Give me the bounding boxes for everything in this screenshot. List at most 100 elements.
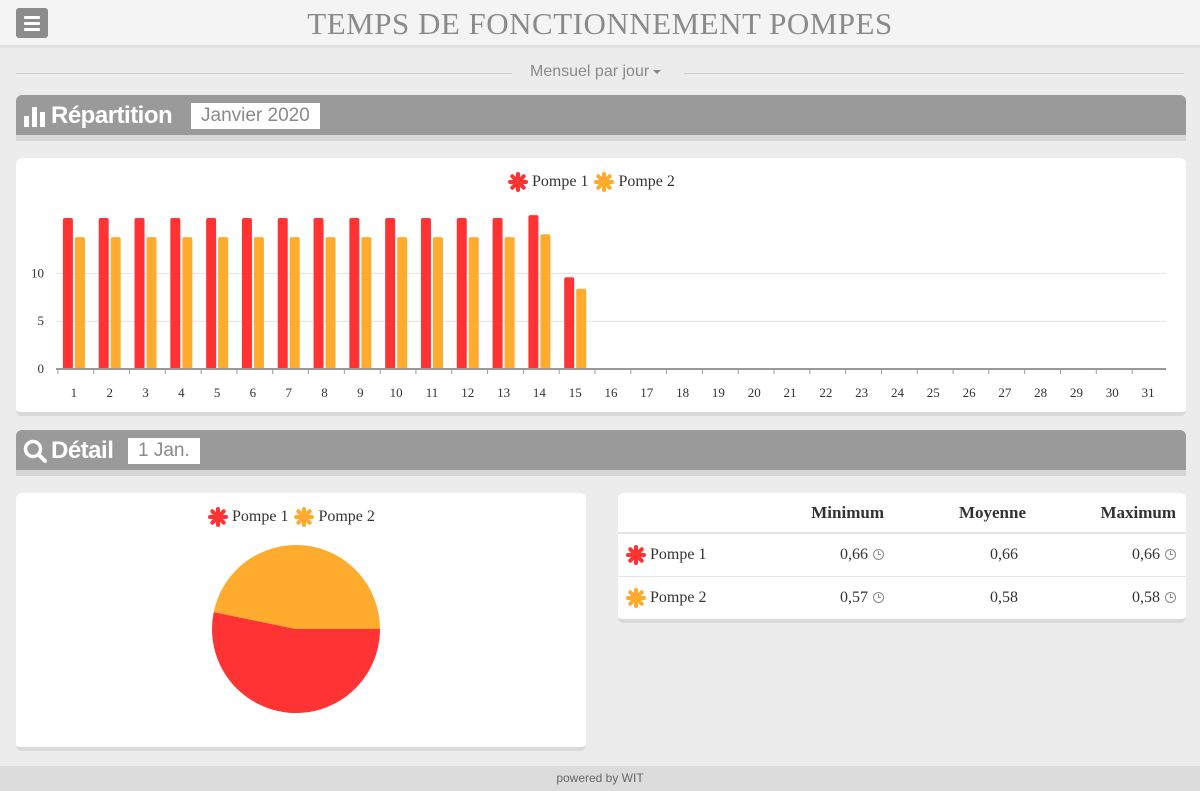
detail-header: Détail 1 Jan.	[16, 430, 1186, 476]
asterisk-icon	[626, 587, 646, 608]
day-badge: 1 Jan.	[128, 438, 200, 464]
bar[interactable]	[218, 237, 229, 369]
x-tick-label: 30	[1106, 385, 1119, 400]
bar[interactable]	[253, 237, 264, 369]
bar[interactable]	[385, 218, 396, 369]
x-tick-label: 5	[214, 385, 221, 400]
x-tick-label: 27	[998, 385, 1012, 400]
section-title: Répartition	[51, 102, 173, 129]
bar[interactable]	[420, 218, 431, 369]
bar-chart-icon	[24, 107, 45, 127]
period-row: Mensuel par jour	[16, 62, 1184, 84]
bar[interactable]	[528, 215, 539, 369]
bar[interactable]	[456, 218, 467, 369]
cell-minimum: 0,57	[758, 576, 898, 619]
bar[interactable]	[170, 218, 181, 369]
asterisk-icon	[208, 507, 228, 527]
x-tick-label: 26	[963, 385, 977, 400]
bar[interactable]	[349, 218, 360, 369]
legend-item-pompe-2[interactable]: Pompe 2	[294, 507, 375, 527]
month-badge: Janvier 2020	[191, 103, 320, 129]
bar[interactable]	[182, 237, 193, 369]
bar[interactable]	[146, 237, 157, 369]
bar[interactable]	[277, 218, 288, 369]
x-tick-label: 17	[640, 385, 654, 400]
cell-maximum: 0,58	[1040, 576, 1186, 619]
x-tick-label: 21	[784, 385, 797, 400]
value: 0,66	[990, 545, 1018, 563]
clock-icon[interactable]	[1165, 591, 1176, 603]
bar[interactable]	[313, 218, 324, 369]
table-row: Pompe 2 0,57 0,58 0,58	[618, 576, 1186, 619]
x-tick-label: 10	[390, 385, 403, 400]
x-tick-label: 14	[533, 385, 547, 400]
period-dropdown[interactable]: Mensuel par jour	[530, 63, 662, 81]
row-label: Pompe 1	[650, 545, 707, 563]
pie-chart	[211, 544, 380, 713]
legend-item-pompe-2[interactable]: Pompe 2	[594, 172, 675, 192]
value: 0,66	[840, 545, 868, 563]
row-name: Pompe 1	[618, 533, 758, 577]
x-tick-label: 31	[1142, 385, 1155, 400]
hamburger-icon[interactable]	[16, 8, 48, 38]
pie-chart-legend: Pompe 1 Pompe 2	[208, 507, 381, 527]
x-tick-label: 7	[285, 385, 292, 400]
x-tick-label: 4	[178, 385, 185, 400]
clock-icon[interactable]	[1165, 548, 1176, 560]
legend-label: Pompe 2	[318, 508, 375, 525]
bar[interactable]	[289, 237, 300, 369]
column-header-moyenne: Moyenne	[898, 493, 1040, 534]
bar[interactable]	[241, 218, 252, 369]
pie-slice[interactable]	[211, 612, 380, 713]
period-label: Mensuel par jour	[530, 63, 650, 80]
bar[interactable]	[432, 237, 443, 369]
bar[interactable]	[110, 237, 121, 369]
divider	[16, 73, 512, 74]
bar[interactable]	[74, 237, 85, 369]
x-tick-label: 19	[712, 385, 725, 400]
bar[interactable]	[492, 218, 503, 369]
x-tick-label: 3	[142, 385, 149, 400]
x-tick-label: 12	[461, 385, 474, 400]
x-tick-label: 24	[891, 385, 905, 400]
x-tick-label: 23	[855, 385, 868, 400]
bar[interactable]	[325, 237, 336, 369]
caret-down-icon	[653, 69, 662, 74]
legend-item-pompe-1[interactable]: Pompe 1	[208, 507, 288, 527]
bar[interactable]	[564, 277, 575, 369]
table-row: Pompe 1 0,66 0,66 0,66	[618, 533, 1186, 577]
x-tick-label: 11	[426, 385, 439, 400]
stats-table-card: Minimum Moyenne Maximum Pompe 1 0,66 0,6…	[618, 493, 1186, 623]
pie-slice[interactable]	[213, 544, 380, 629]
bar[interactable]	[397, 237, 408, 369]
column-header-maximum: Maximum	[1040, 493, 1186, 534]
x-tick-label: 22	[819, 385, 832, 400]
x-tick-label: 25	[927, 385, 940, 400]
pie-chart-card: Pompe 1 Pompe 2	[16, 493, 586, 751]
x-tick-label: 16	[605, 385, 619, 400]
column-header	[618, 493, 758, 534]
value: 0,57	[840, 588, 868, 606]
x-tick-label: 15	[569, 385, 582, 400]
bar[interactable]	[540, 234, 551, 369]
bar[interactable]	[576, 288, 587, 369]
cell-minimum: 0,66	[758, 533, 898, 577]
y-tick-label: 10	[31, 265, 44, 280]
value: 0,58	[1132, 588, 1160, 606]
bar-chart-card: Pompe 1 Pompe 2 0 5 10 1 2 3 4 5 6 7 8 9 10 11 12 13 14 1…	[16, 158, 1186, 416]
column-header-minimum: Minimum	[758, 493, 898, 534]
legend-label: Pompe 1	[232, 508, 289, 525]
bar[interactable]	[98, 218, 109, 369]
bar[interactable]	[504, 237, 515, 369]
bar[interactable]	[134, 218, 145, 369]
legend-item-pompe-1[interactable]: Pompe 1	[508, 172, 588, 192]
x-tick-label: 20	[748, 385, 761, 400]
bar[interactable]	[468, 237, 479, 369]
bar[interactable]	[62, 218, 73, 369]
search-icon	[23, 439, 47, 463]
bar[interactable]	[206, 218, 217, 369]
cell-maximum: 0,66	[1040, 533, 1186, 577]
clock-icon[interactable]	[873, 591, 884, 603]
clock-icon[interactable]	[873, 548, 884, 560]
bar[interactable]	[361, 237, 372, 369]
